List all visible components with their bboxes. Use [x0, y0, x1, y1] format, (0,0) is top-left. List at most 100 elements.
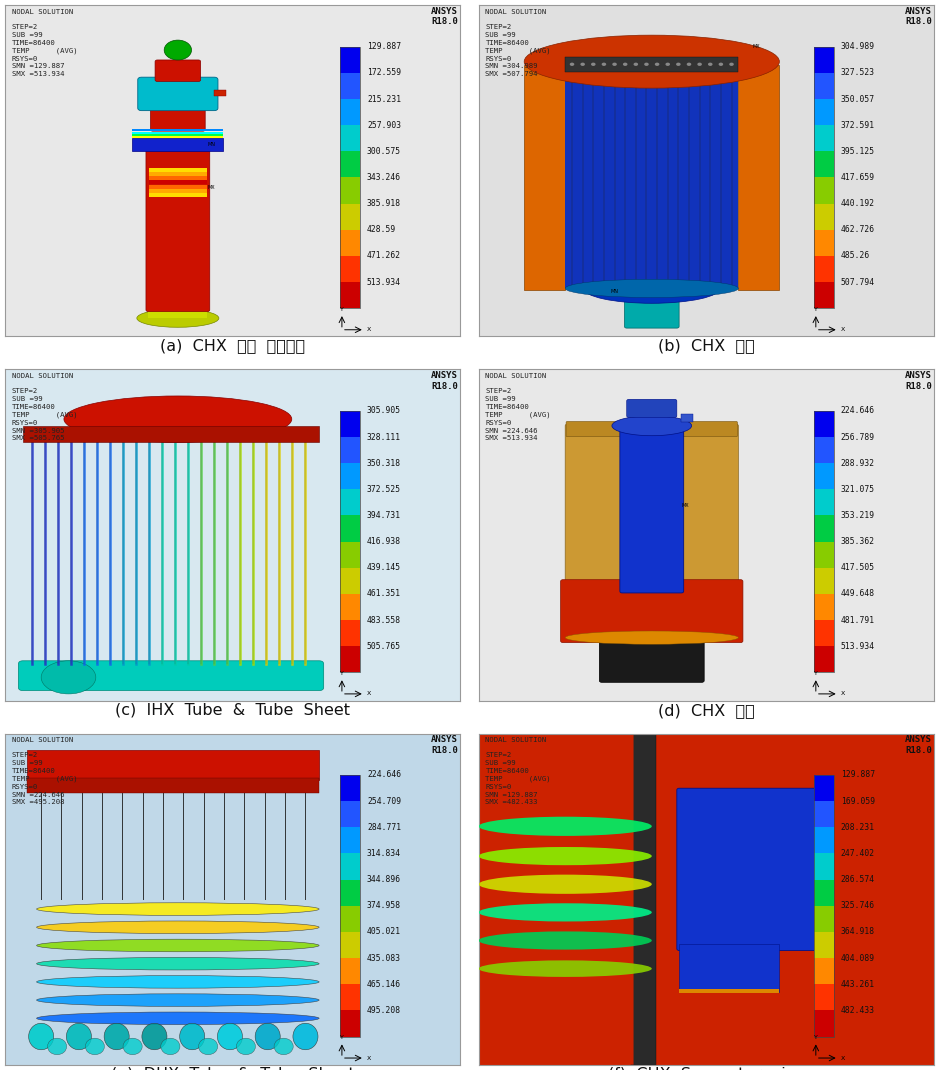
Ellipse shape — [293, 1023, 318, 1050]
Ellipse shape — [565, 631, 738, 644]
Bar — [340, 541, 361, 568]
Text: 439.145: 439.145 — [367, 563, 401, 572]
Bar — [340, 47, 361, 308]
Bar — [340, 411, 361, 672]
Bar — [813, 621, 834, 646]
Text: 129.887: 129.887 — [841, 770, 875, 780]
Bar — [813, 151, 834, 178]
Bar — [813, 880, 834, 905]
Bar — [340, 801, 361, 827]
Ellipse shape — [137, 309, 219, 327]
Text: NODAL SOLUTION

STEP=2
SUB =99
TIME=86400
TEMP      (AVG)
RSYS=0
SMN =305.905
SM: NODAL SOLUTION STEP=2 SUB =99 TIME=86400… — [11, 372, 77, 441]
Circle shape — [698, 63, 701, 66]
Text: ANSYS
R18.0: ANSYS R18.0 — [905, 7, 932, 27]
Ellipse shape — [161, 1038, 180, 1055]
Text: 471.262: 471.262 — [367, 251, 401, 260]
Text: ANSYS
R18.0: ANSYS R18.0 — [431, 7, 458, 27]
Text: 462.726: 462.726 — [841, 226, 875, 234]
Text: MX: MX — [752, 44, 760, 49]
Text: 364.918: 364.918 — [841, 928, 875, 936]
Text: 372.591: 372.591 — [841, 121, 875, 129]
Text: 385.918: 385.918 — [367, 199, 401, 209]
Bar — [340, 411, 361, 437]
Ellipse shape — [37, 939, 319, 952]
Ellipse shape — [255, 1023, 280, 1050]
Text: 513.934: 513.934 — [367, 277, 401, 287]
Bar — [340, 151, 361, 178]
Text: 208.231: 208.231 — [841, 823, 875, 831]
Text: 325.746: 325.746 — [841, 901, 875, 911]
Bar — [813, 178, 834, 203]
Bar — [340, 775, 361, 1037]
Bar — [565, 65, 738, 289]
Circle shape — [730, 63, 733, 66]
Text: 372.525: 372.525 — [367, 485, 401, 494]
Text: 350.318: 350.318 — [367, 459, 401, 468]
Text: X: X — [841, 327, 845, 333]
Bar — [565, 57, 738, 72]
Bar — [340, 230, 361, 256]
Bar — [813, 100, 834, 125]
Circle shape — [570, 63, 575, 66]
Text: ANSYS
R18.0: ANSYS R18.0 — [905, 735, 932, 754]
Text: Y: Y — [814, 1035, 818, 1040]
Circle shape — [634, 63, 639, 66]
Text: 288.932: 288.932 — [841, 459, 875, 468]
Bar — [340, 958, 361, 984]
Text: 224.646: 224.646 — [841, 407, 875, 415]
FancyBboxPatch shape — [146, 150, 209, 311]
Ellipse shape — [41, 661, 96, 693]
Ellipse shape — [479, 961, 652, 977]
Bar — [813, 1010, 834, 1037]
Bar — [340, 203, 361, 230]
Bar — [813, 541, 834, 568]
Text: 385.362: 385.362 — [841, 537, 875, 546]
Bar — [813, 827, 834, 854]
Text: 254.709: 254.709 — [367, 797, 401, 806]
Ellipse shape — [218, 1023, 242, 1050]
FancyBboxPatch shape — [150, 106, 206, 132]
FancyBboxPatch shape — [682, 424, 738, 586]
Text: 394.731: 394.731 — [367, 511, 401, 520]
Bar — [813, 411, 834, 672]
Bar — [813, 47, 834, 308]
Text: 284.771: 284.771 — [367, 823, 401, 831]
Text: 417.505: 417.505 — [841, 563, 875, 572]
Ellipse shape — [612, 416, 692, 435]
Text: (d)  CHX  상부: (d) CHX 상부 — [658, 703, 755, 718]
Ellipse shape — [142, 1023, 167, 1050]
Bar — [813, 437, 834, 463]
Ellipse shape — [104, 1023, 130, 1050]
Text: 321.075: 321.075 — [841, 485, 875, 494]
Text: 343.246: 343.246 — [367, 173, 401, 182]
Bar — [149, 168, 207, 171]
Ellipse shape — [237, 1038, 255, 1055]
Bar — [132, 138, 223, 151]
Circle shape — [612, 63, 617, 66]
Text: Y: Y — [340, 306, 344, 311]
Text: 513.934: 513.934 — [841, 642, 875, 651]
Circle shape — [580, 63, 585, 66]
Circle shape — [676, 63, 681, 66]
Text: NODAL SOLUTION

STEP=2
SUB =99
TIME=86400
TEMP      (AVG)
RSYS=0
SMN =224.646
SM: NODAL SOLUTION STEP=2 SUB =99 TIME=86400… — [485, 372, 551, 441]
Text: X: X — [367, 327, 371, 333]
Ellipse shape — [28, 1023, 54, 1050]
FancyBboxPatch shape — [565, 424, 623, 586]
Ellipse shape — [37, 921, 319, 933]
Text: NODAL SOLUTION

STEP=2
SUB =99
TIME=86400
TEMP      (AVG)
RSYS=0
SMN =129.887
SM: NODAL SOLUTION STEP=2 SUB =99 TIME=86400… — [11, 9, 77, 77]
Bar — [813, 516, 834, 541]
FancyBboxPatch shape — [624, 300, 679, 328]
Circle shape — [718, 63, 723, 66]
Text: 374.958: 374.958 — [367, 901, 401, 911]
Bar — [813, 775, 834, 1037]
Bar — [340, 646, 361, 672]
Ellipse shape — [565, 279, 738, 297]
Text: 465.146: 465.146 — [367, 980, 401, 989]
Circle shape — [602, 63, 607, 66]
Text: 247.402: 247.402 — [841, 849, 875, 858]
Bar — [813, 463, 834, 489]
Text: 485.26: 485.26 — [841, 251, 870, 260]
Bar — [340, 516, 361, 541]
Ellipse shape — [274, 1038, 293, 1055]
FancyBboxPatch shape — [566, 422, 737, 437]
